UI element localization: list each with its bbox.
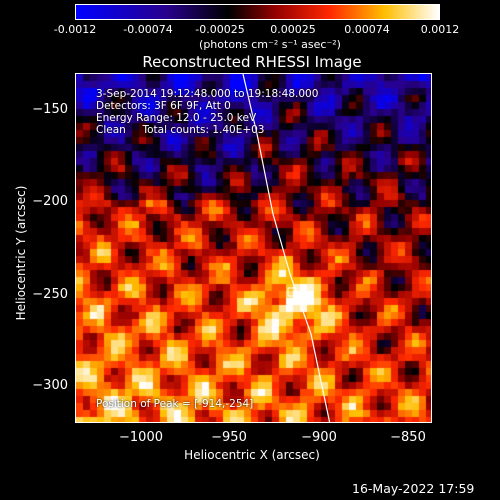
solar-image: 3-Sep-2014 19:12:48.000 to 19:18:48.000 … (75, 73, 432, 423)
info-time-range: 3-Sep-2014 19:12:48.000 to 19:18:48.000 (96, 88, 319, 100)
y-axis-label: Heliocentric Y (arcsec) (14, 185, 28, 321)
colorbar-tick: 0.00074 (344, 23, 390, 36)
y-tick: −300 (32, 378, 68, 393)
colorbar-tick: 0.00025 (270, 23, 316, 36)
colorbar-tick: -0.00074 (123, 23, 173, 36)
colorbar (75, 4, 440, 20)
y-tick: −250 (32, 287, 68, 302)
x-tick: −950 (211, 430, 247, 445)
info-detectors: Detectors: 3F 6F 9F, Att 0 (96, 100, 231, 112)
x-tick: −900 (301, 430, 337, 445)
solar-limb-overlay (242, 74, 331, 422)
rhessi-image-canvas (76, 74, 431, 422)
info-counts: Clean Total counts: 1.40E+03 (96, 124, 265, 136)
colorbar-tick: -0.00025 (195, 23, 245, 36)
peak-position-label: Position of Peak = [-914,-254] (96, 398, 254, 410)
y-tick: −150 (32, 102, 68, 117)
info-energy-range: Energy Range: 12.0 - 25.0 keV (96, 112, 257, 124)
peak-marker (287, 287, 297, 297)
colorbar-tick: -0.0012 (53, 23, 97, 36)
y-tick: −200 (32, 194, 68, 209)
footer-timestamp: 16-May-2022 17:59 (352, 481, 475, 496)
x-axis-label: Heliocentric X (arcsec) (184, 448, 320, 462)
plot-title: Reconstructed RHESSI Image (142, 53, 362, 71)
colorbar-tick: 0.0012 (420, 23, 460, 36)
colorbar-units: (photons cm⁻² s⁻¹ asec⁻²) (199, 38, 341, 51)
x-tick: −850 (390, 430, 426, 445)
x-tick: −1000 (119, 430, 163, 445)
solar-limb-line (242, 74, 331, 422)
